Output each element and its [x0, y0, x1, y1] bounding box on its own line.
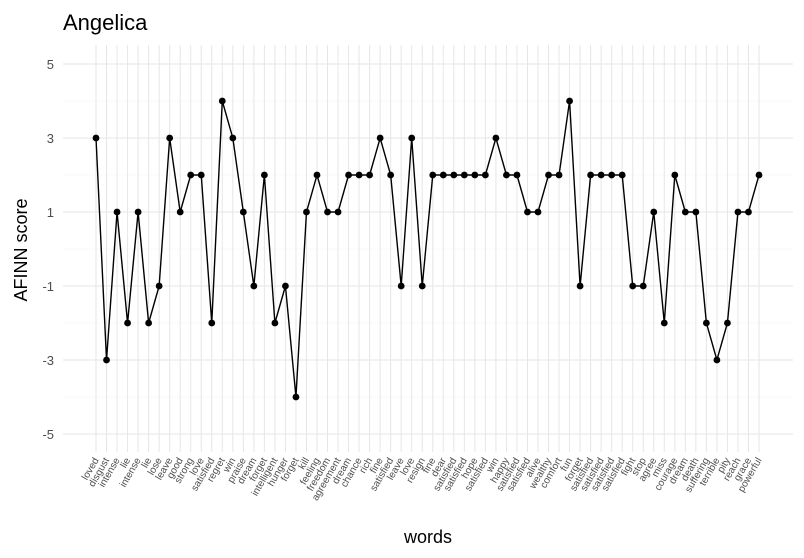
data-point: [681, 208, 689, 216]
data-point: [218, 97, 226, 105]
grid: [63, 45, 793, 452]
y-tick-label: -1: [42, 279, 54, 294]
y-tick-label: 1: [47, 205, 54, 220]
data-point: [197, 171, 205, 179]
data-point: [524, 208, 531, 216]
data-point: [534, 208, 542, 216]
data-point: [334, 208, 342, 216]
data-point: [113, 208, 121, 216]
data-point: [408, 134, 416, 142]
data-point: [755, 171, 763, 179]
data-point: [124, 319, 131, 327]
data-point: [92, 134, 100, 142]
data-point: [145, 319, 153, 327]
data-point: [229, 134, 237, 142]
series-line: [95, 100, 760, 398]
data-point: [387, 171, 395, 179]
data-point: [166, 134, 174, 142]
data-point: [587, 171, 595, 179]
data-points: [92, 97, 763, 401]
chart-title: Angelica: [63, 10, 148, 35]
x-tick-label: kill: [297, 456, 312, 472]
data-point: [292, 393, 300, 401]
data-point: [471, 171, 479, 179]
data-point: [671, 171, 679, 179]
data-point: [282, 282, 289, 290]
data-point: [345, 171, 352, 179]
data-point: [639, 282, 647, 290]
data-point: [355, 171, 363, 179]
y-axis-title: AFINN score: [11, 198, 31, 301]
data-point: [134, 208, 142, 216]
data-point: [545, 171, 552, 179]
data-point: [734, 208, 742, 216]
data-point: [429, 171, 437, 179]
data-point: [629, 282, 637, 290]
data-point: [155, 282, 163, 290]
data-point: [713, 356, 721, 364]
data-point: [745, 208, 752, 216]
data-point: [260, 171, 268, 179]
data-point: [397, 282, 405, 290]
y-tick-label: 3: [47, 131, 54, 146]
x-axis-title: words: [403, 527, 452, 547]
y-tick-label: -5: [42, 427, 54, 442]
data-point: [176, 208, 184, 216]
data-point: [608, 171, 616, 179]
data-point: [439, 171, 447, 179]
data-point: [513, 171, 521, 179]
data-point: [492, 134, 500, 142]
y-tick-label: -3: [42, 353, 54, 368]
data-point: [303, 208, 310, 216]
data-point: [208, 319, 216, 327]
data-point: [103, 356, 110, 364]
data-point: [324, 208, 331, 216]
data-point: [555, 171, 563, 179]
data-point: [271, 319, 279, 327]
data-point: [692, 208, 700, 216]
data-point: [187, 171, 195, 179]
data-point: [239, 208, 247, 216]
x-axis-ticks: loveddisgustintenselieintenselieloseleav…: [80, 455, 764, 502]
data-point: [597, 171, 605, 179]
y-tick-label: 5: [47, 57, 54, 72]
data-point: [250, 282, 258, 290]
data-point: [566, 97, 573, 105]
data-point: [576, 282, 584, 290]
data-point: [313, 171, 321, 179]
data-point: [481, 171, 489, 179]
data-point: [418, 282, 426, 290]
data-point: [660, 319, 668, 327]
data-point: [618, 171, 626, 179]
data-point: [650, 208, 658, 216]
data-point: [724, 319, 731, 327]
y-axis-ticks: -5 -3 -1 1 3 5: [42, 57, 54, 442]
data-point: [503, 171, 510, 179]
data-point: [376, 134, 384, 142]
data-point: [460, 171, 468, 179]
data-point: [366, 171, 374, 179]
data-point: [450, 171, 458, 179]
data-point: [702, 319, 710, 327]
